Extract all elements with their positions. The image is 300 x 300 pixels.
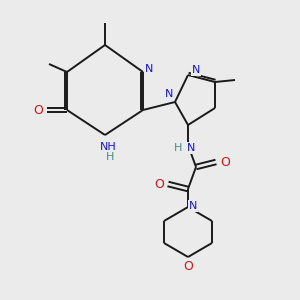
Text: NH: NH [100,142,116,152]
Text: N: N [165,89,173,99]
Text: O: O [220,155,230,169]
Text: H: H [106,152,114,162]
Text: O: O [154,178,164,190]
Text: O: O [33,103,43,116]
Text: N: N [145,64,153,74]
Text: N: N [187,143,195,153]
Text: N: N [189,201,197,211]
Text: O: O [183,260,193,272]
Text: H: H [174,143,182,153]
Text: N: N [192,65,200,75]
